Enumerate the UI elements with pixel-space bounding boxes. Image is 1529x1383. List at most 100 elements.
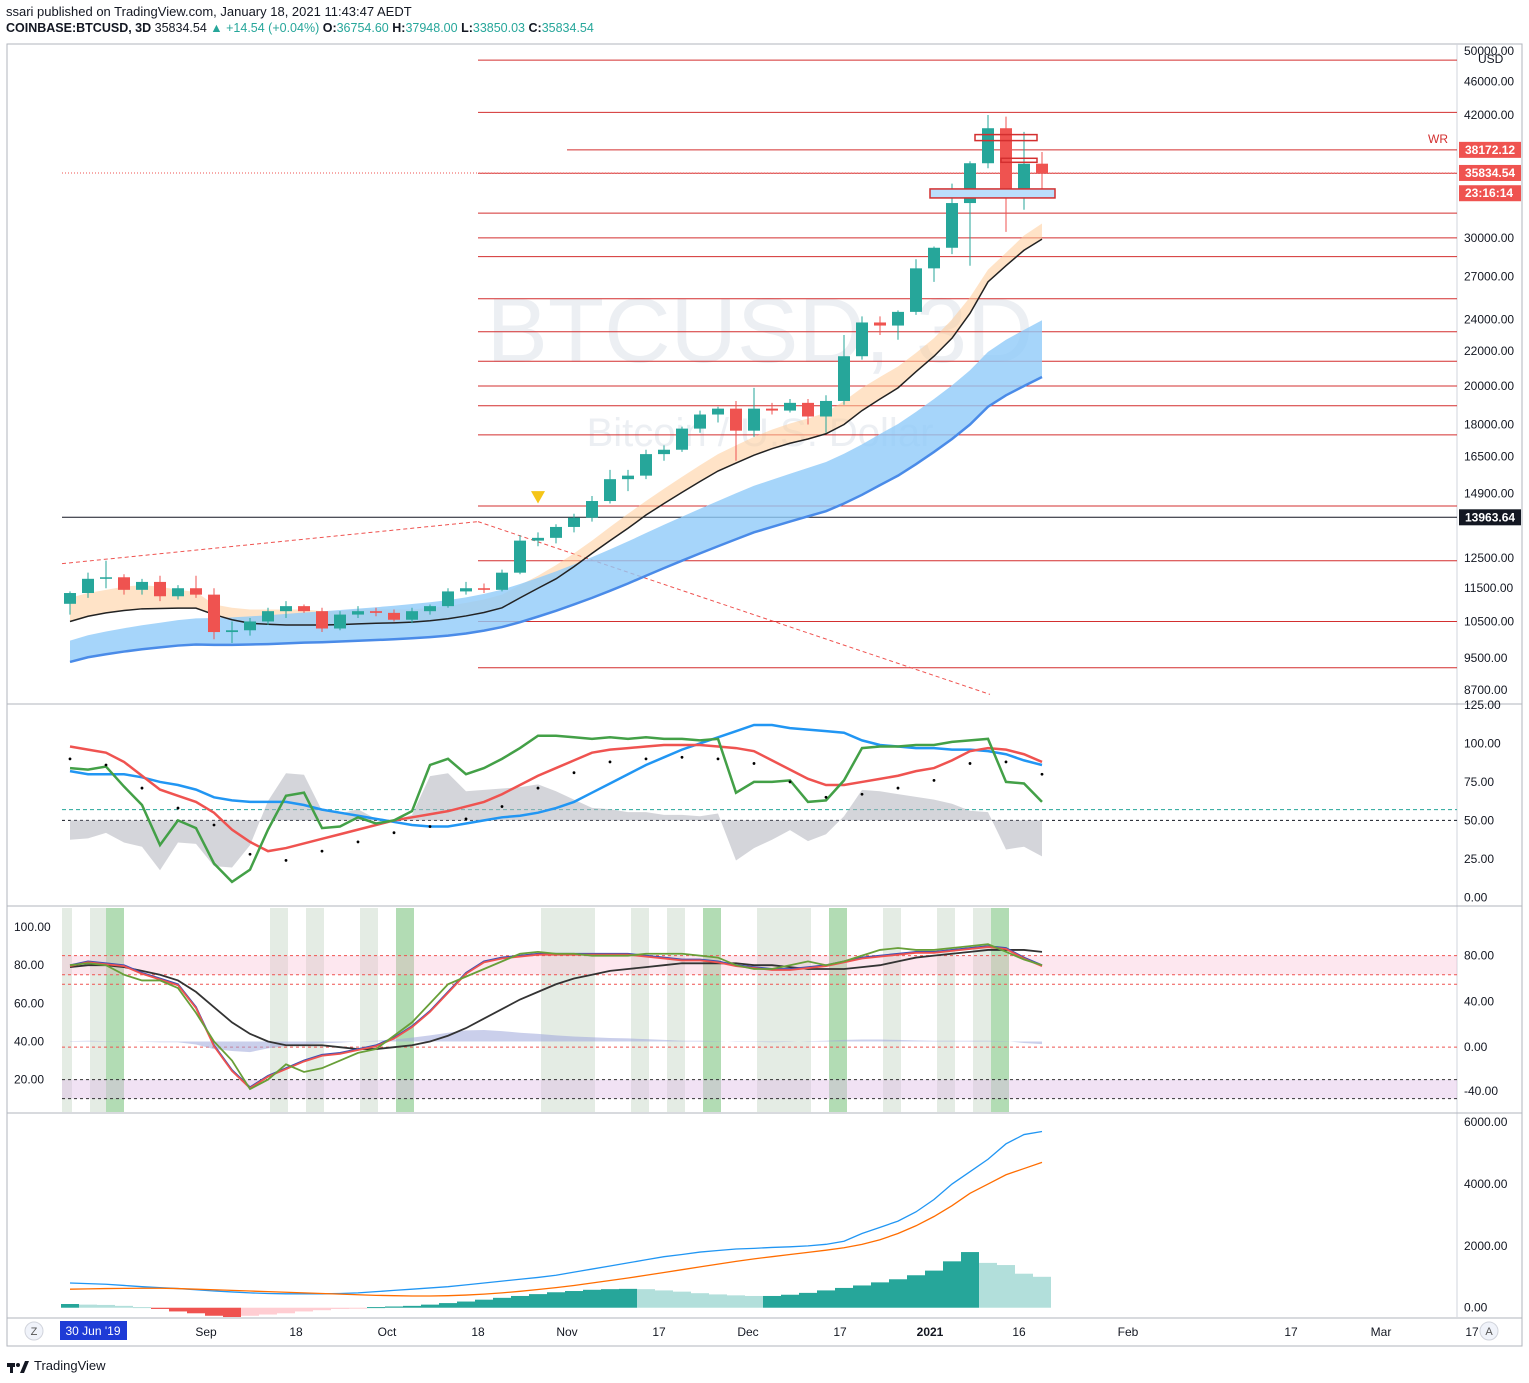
candle-body	[514, 540, 526, 573]
resistance-box-small	[1000, 157, 1038, 164]
oscillator-dot	[428, 825, 432, 828]
oscillator-tick-label: 50.00	[1464, 813, 1494, 827]
time-label: 17	[1284, 1325, 1298, 1339]
high-value: 37948.00	[405, 21, 458, 35]
stoch-histogram-area	[70, 1030, 1042, 1053]
macd-histogram-bar	[367, 1307, 385, 1309]
stoch-right-tick: 40.00	[1464, 994, 1494, 1008]
macd-line	[69, 1130, 1043, 1295]
highlight-column	[306, 908, 324, 1112]
price-tick-label: 14900.00	[1464, 487, 1514, 501]
macd-histogram-bar	[79, 1304, 97, 1308]
macd-histogram-bar	[763, 1295, 781, 1308]
resistance-box	[974, 133, 1038, 142]
highlight-column	[106, 908, 124, 1112]
oscillator-dot	[968, 762, 972, 765]
highlight-column	[90, 908, 106, 1112]
oscillator-dot	[896, 786, 900, 790]
time-label: 30 Jun '19	[65, 1324, 120, 1338]
time-label: 18	[471, 1325, 485, 1339]
candle-body	[388, 612, 400, 620]
oscillator-dot	[716, 757, 720, 761]
candle-body	[460, 588, 472, 592]
macd-histogram-bar	[259, 1307, 277, 1315]
low-value: 33850.03	[472, 21, 526, 35]
last-price: 35834.54	[154, 21, 207, 35]
time-label: 17	[652, 1325, 666, 1339]
wr-label: WR	[1428, 132, 1448, 146]
candle-body	[280, 606, 292, 612]
candle-body	[658, 449, 670, 455]
highlight-column	[270, 908, 288, 1112]
time-label: Mar	[1371, 1325, 1392, 1339]
price-tag-label: 35834.54	[1465, 166, 1515, 180]
time-label: 17	[1465, 1325, 1479, 1339]
oscillator-dot	[644, 757, 648, 761]
highlight-column	[991, 908, 1009, 1112]
macd-histogram-bar	[493, 1297, 511, 1308]
oscillator-dot	[320, 849, 324, 853]
time-label: 18	[289, 1325, 303, 1339]
time-label: 16	[1012, 1325, 1026, 1339]
highlight-column	[62, 908, 72, 1112]
macd-histogram-bar	[781, 1294, 799, 1308]
highlight-column	[360, 908, 378, 1112]
price-tick-label: 20000.00	[1464, 379, 1514, 393]
oscillator-dot	[680, 755, 684, 759]
macd-histogram-bar	[565, 1291, 583, 1308]
highlight-column	[937, 908, 955, 1112]
candle-body	[856, 322, 868, 357]
macd-histogram-bar	[655, 1290, 673, 1308]
price-tick-label: 11500.00	[1464, 581, 1513, 595]
macd-histogram-bar	[115, 1305, 133, 1308]
macd-histogram-bar	[547, 1292, 565, 1308]
oscillator-dot	[932, 778, 936, 782]
candle-body	[694, 414, 706, 429]
stoch-right-tick: -40.00	[1464, 1084, 1498, 1098]
time-label: 17	[833, 1325, 847, 1339]
candle-body	[622, 475, 634, 480]
candle-body	[892, 311, 904, 326]
stoch-right-tick: 80.00	[1464, 949, 1494, 963]
stoch-red-line	[69, 946, 1043, 1090]
candle-body	[154, 581, 166, 597]
oscillator-tick-label: 125.00	[1464, 698, 1501, 712]
oscillator-dot	[500, 805, 504, 808]
time-label: Sep	[195, 1325, 217, 1339]
macd-histogram-bar	[583, 1289, 601, 1308]
macd-histogram-bar	[673, 1291, 691, 1308]
oscillator-dot	[788, 780, 792, 784]
tradingview-footer: TradingView	[6, 1358, 106, 1373]
macd-histogram-bar	[331, 1307, 349, 1309]
macd-histogram-bar	[619, 1288, 637, 1308]
macd-tick-label: 2000.00	[1464, 1239, 1508, 1253]
oscillator-dot	[752, 762, 756, 765]
macd-histogram-bar	[421, 1304, 439, 1308]
price-tick-label: 42000.00	[1464, 108, 1514, 122]
oscillator-green-line	[69, 734, 1043, 884]
stoch-green-line	[69, 943, 1043, 1091]
zoom-button	[24, 1321, 44, 1341]
macd-histogram-bar	[511, 1295, 529, 1308]
macd-histogram-bar	[943, 1261, 961, 1308]
price-tick-label: 46000.00	[1464, 75, 1514, 89]
oscillator-tick-label: 100.00	[1464, 736, 1501, 750]
candle-body	[172, 588, 184, 597]
candle-body	[784, 402, 796, 411]
tradingview-brand: TradingView	[34, 1358, 106, 1373]
candle-body	[478, 588, 490, 590]
candle-body	[118, 577, 130, 590]
oscillator-dot	[212, 823, 216, 827]
close-label: C:	[528, 21, 542, 35]
price-tick-label: 27000.00	[1464, 269, 1514, 283]
candle-body	[748, 408, 760, 431]
zoom-button-label: Z	[31, 1326, 38, 1338]
macd-histogram-bar	[187, 1307, 205, 1314]
stoch-left-tick: 100.00	[14, 920, 51, 934]
highlight-column	[703, 908, 721, 1112]
macd-histogram-bar	[907, 1275, 925, 1308]
symbol-name[interactable]: COINBASE:BTCUSD, 3D	[6, 21, 152, 35]
macd-histogram-bar	[205, 1307, 223, 1316]
candle-body	[82, 578, 94, 594]
